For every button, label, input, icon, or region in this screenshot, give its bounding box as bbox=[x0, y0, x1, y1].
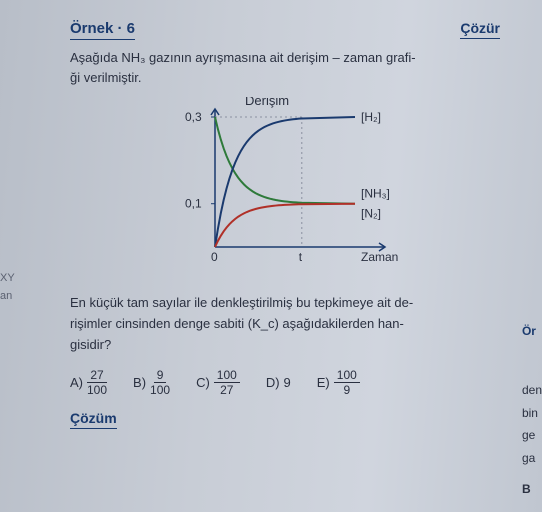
answer-options: A) 27100 B) 9100 C) 10027 D) 9 E) 1009 bbox=[70, 369, 500, 396]
concentration-time-chart: Derişim 0,3 0,1 0 t Zaman [H₂] [NH₃] [N₂] bbox=[155, 97, 415, 277]
header-row: Örnek · 6 Çözür bbox=[70, 20, 500, 40]
svg-text:[N₂]: [N₂] bbox=[361, 207, 381, 221]
question-line: En küçük tam sayılar ile denkleştirilmiş… bbox=[70, 293, 500, 314]
option-D: D) 9 bbox=[266, 375, 291, 390]
svg-text:Derişim: Derişim bbox=[245, 97, 289, 108]
solution-label-top: Çözür bbox=[460, 20, 500, 39]
option-E: E) 1009 bbox=[317, 369, 360, 396]
cut-text-left: XY an bbox=[0, 270, 15, 305]
svg-text:[H₂]: [H₂] bbox=[361, 110, 381, 124]
cut-text-right: Ör den bin ge ga B bbox=[522, 320, 542, 501]
page-content: Örnek · 6 Çözür Aşağıda NH₃ gazının ayrı… bbox=[30, 0, 530, 512]
question-line: rişimler cinsinden denge sabiti (K_c) aş… bbox=[70, 314, 500, 335]
svg-text:t: t bbox=[299, 250, 303, 264]
solution-label-bottom: Çözüm bbox=[70, 410, 117, 429]
svg-text:0,1: 0,1 bbox=[185, 197, 202, 211]
option-C: C) 10027 bbox=[196, 369, 240, 396]
svg-text:[NH₃]: [NH₃] bbox=[361, 187, 390, 201]
problem-statement: Aşağıda NH₃ gazının ayrışmasına ait deri… bbox=[70, 48, 500, 87]
option-A: A) 27100 bbox=[70, 369, 107, 396]
svg-text:0: 0 bbox=[211, 250, 218, 264]
option-B: B) 9100 bbox=[133, 369, 170, 396]
svg-text:0,3: 0,3 bbox=[185, 110, 202, 124]
question-text: En küçük tam sayılar ile denkleştirilmiş… bbox=[70, 293, 500, 355]
chart-container: Derişim 0,3 0,1 0 t Zaman [H₂] [NH₃] [N₂] bbox=[70, 97, 500, 277]
problem-line: Aşağıda NH₃ gazının ayrışmasına ait deri… bbox=[70, 48, 500, 68]
svg-text:Zaman: Zaman bbox=[361, 250, 398, 264]
question-line: gisidir? bbox=[70, 335, 500, 356]
example-label: Örnek · 6 bbox=[70, 20, 135, 40]
problem-line: ği verilmiştir. bbox=[70, 68, 500, 88]
